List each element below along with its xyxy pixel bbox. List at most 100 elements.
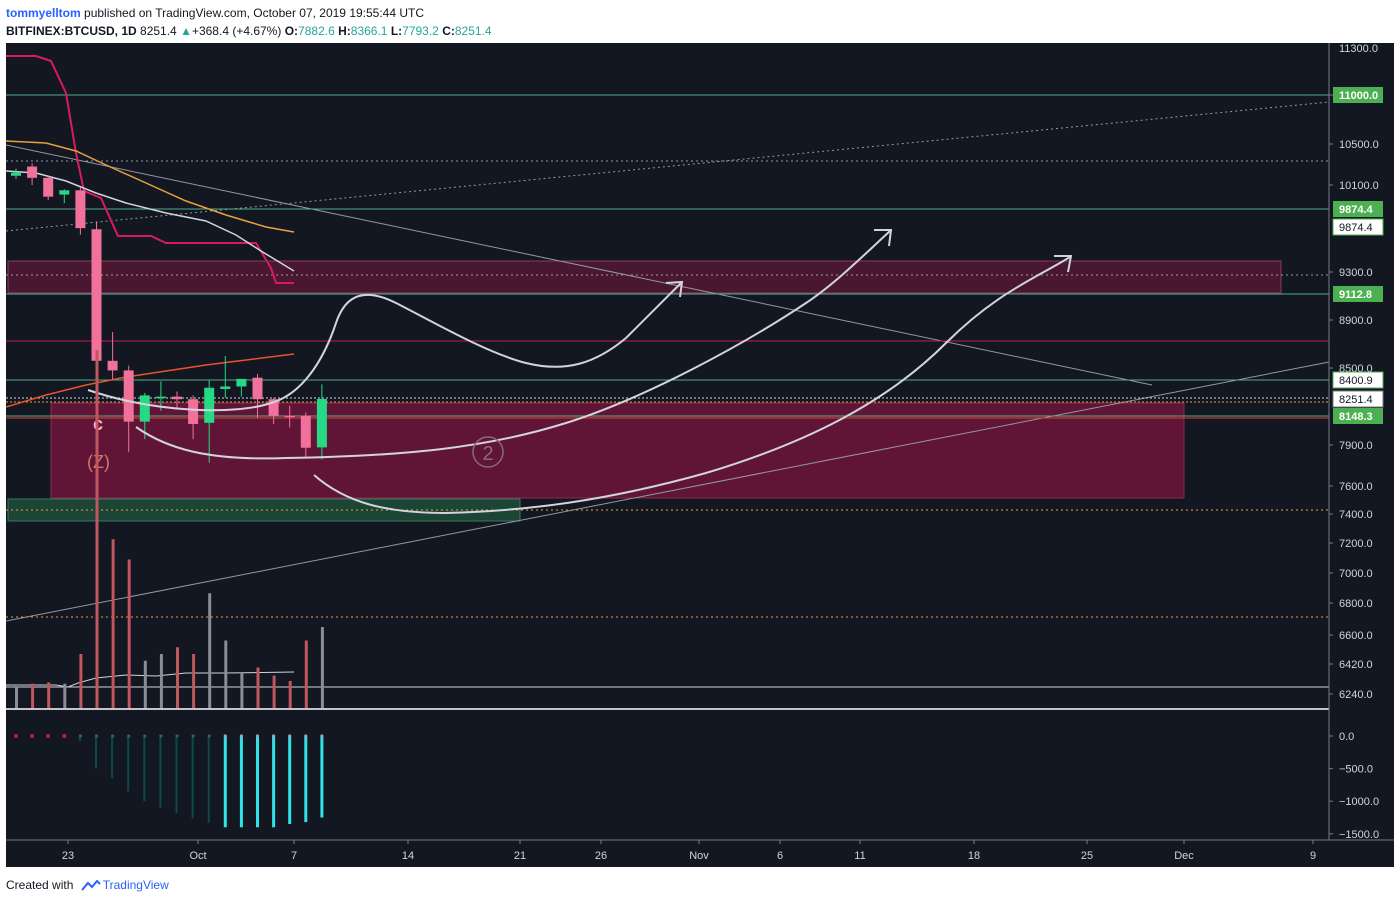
wave-projection-path-3	[313, 256, 1071, 515]
price-badge	[1333, 201, 1383, 217]
candle-body	[172, 396, 182, 400]
time-tick-label: 26	[595, 850, 607, 862]
price-badge	[1332, 371, 1384, 389]
candle-body	[300, 415, 311, 448]
oscillator-bar	[191, 736, 194, 819]
zones-layer	[7, 260, 1282, 522]
oscillator-bar	[320, 736, 324, 818]
oscillator-dot	[62, 734, 67, 738]
ascending-support-line	[6, 361, 1330, 622]
tradingview-brand-link[interactable]: TradingView	[102, 878, 169, 892]
arrow-head-3	[1054, 255, 1073, 273]
volume-bar	[208, 593, 212, 708]
oscillator-tick-label: −1000.0	[1339, 796, 1379, 808]
resistance-zone	[7, 260, 1282, 294]
time-tick-label: Oct	[189, 850, 206, 862]
oscillator-pane	[14, 734, 324, 828]
oscillator-dot	[223, 734, 227, 738]
open-value: 7882.6	[298, 24, 335, 38]
volume-bar	[47, 682, 51, 708]
volume-bar	[95, 350, 99, 708]
oscillator-bar	[95, 736, 97, 769]
candle-body	[59, 190, 70, 195]
candle-body	[107, 360, 118, 371]
price-badge-label: 9112.8	[1339, 289, 1372, 301]
price-tick-label: 7200.0	[1339, 538, 1373, 550]
candle-body	[27, 166, 38, 178]
candle-body	[91, 229, 102, 361]
candle-body	[204, 387, 215, 423]
oscillator-ticks: 0.0 −500.0 −1000.0 −1500.0	[1329, 731, 1379, 841]
arrow-head-1	[665, 280, 684, 298]
volume-bar	[320, 627, 324, 708]
oscillator-dot	[191, 734, 195, 738]
price-tick-label: 9300.0	[1339, 267, 1373, 279]
oscillator-bar	[78, 736, 81, 742]
oscillator-bar	[223, 736, 227, 828]
volume-bar	[143, 660, 147, 708]
price-badges: 11000.0 9874.4 9874.4 9112.8 8400.9 8251.4 814…	[1332, 87, 1384, 424]
volume-bar	[159, 654, 163, 708]
volume-bar	[272, 675, 276, 708]
price-tick-label: 6420.0	[1339, 659, 1373, 671]
open-label: O:	[284, 24, 299, 38]
volume-bar	[111, 539, 115, 708]
price-axis-background[interactable]	[1329, 43, 1394, 840]
price-badge-label: 9874.4	[1339, 204, 1374, 216]
time-tick-label: 7	[291, 850, 297, 862]
price-axis-top-clipped-label: 11300.0	[1339, 43, 1378, 55]
candle-body	[284, 415, 295, 418]
wave-2-label: 2	[482, 443, 493, 465]
price-badge	[1333, 408, 1383, 424]
candle-body	[43, 177, 54, 197]
volume-bar	[79, 654, 83, 708]
oscillator-dot	[46, 734, 51, 738]
created-with-text: Created with	[6, 878, 74, 892]
chart-canvas[interactable]: c (Z) 2 11300.0 11000.010500.010100.0930…	[6, 43, 1394, 867]
descending-trendline	[6, 144, 1153, 386]
indicators-layer	[6, 55, 295, 408]
high-value: 8366.1	[350, 24, 388, 38]
high-label: H:	[338, 24, 351, 38]
oscillator-dot	[78, 734, 82, 738]
oscillator-dot	[14, 734, 18, 738]
price-badge-label: 8400.9	[1339, 375, 1373, 387]
close-label: C:	[442, 24, 455, 38]
price-tick-label: 7000.0	[1339, 568, 1373, 580]
candle-body	[155, 396, 166, 399]
price-tick-label: 6800.0	[1339, 598, 1373, 610]
price-tick-label: 8900.0	[1339, 315, 1373, 327]
price-badge	[1332, 218, 1384, 236]
arrow-head-2	[874, 229, 893, 247]
author-link[interactable]: tommyelltom	[6, 6, 81, 20]
ema-crimson-line	[6, 55, 294, 284]
candle-body	[252, 377, 263, 400]
volume-bar	[224, 640, 228, 708]
oscillator-dot	[159, 734, 163, 738]
ma-white-line	[6, 170, 295, 272]
candle-body	[75, 190, 86, 229]
volume-pane	[6, 350, 1329, 708]
oscillator-bar	[159, 736, 162, 808]
time-tick-label: 11	[854, 850, 865, 862]
candle-body	[268, 399, 279, 416]
oscillator-bar	[207, 736, 210, 823]
oscillator-bar	[111, 736, 114, 779]
oscillator-dot	[207, 734, 211, 738]
chart-area[interactable]: c (Z) 2 11300.0 11000.010500.010100.0930…	[6, 43, 1394, 867]
axes-layer: 11300.0 11000.0 10500.0 10100.0 9300.0 8900.…	[6, 43, 1394, 862]
publish-line: tommyelltom published on TradingView.com…	[6, 6, 424, 20]
close-value: 8251.4	[454, 24, 492, 38]
up-arrow-icon: ▲	[180, 24, 192, 38]
volume-bar	[192, 654, 196, 708]
price-badge-label: 8148.3	[1339, 411, 1373, 423]
symbol-line: BITFINEX:BTCUSD, 1D 8251.4 ▲+368.4 (+4.6…	[6, 24, 492, 38]
oscillator-dot	[94, 734, 99, 738]
candle-body	[139, 395, 150, 422]
oscillator-dot	[288, 734, 292, 738]
footer: Created with TradingView	[6, 878, 169, 896]
price-tick-label: 6240.0	[1339, 689, 1373, 701]
oscillator-tick-label: −1500.0	[1339, 829, 1379, 841]
oscillator-bar	[127, 736, 130, 792]
time-tick-label: 9	[1310, 850, 1316, 862]
